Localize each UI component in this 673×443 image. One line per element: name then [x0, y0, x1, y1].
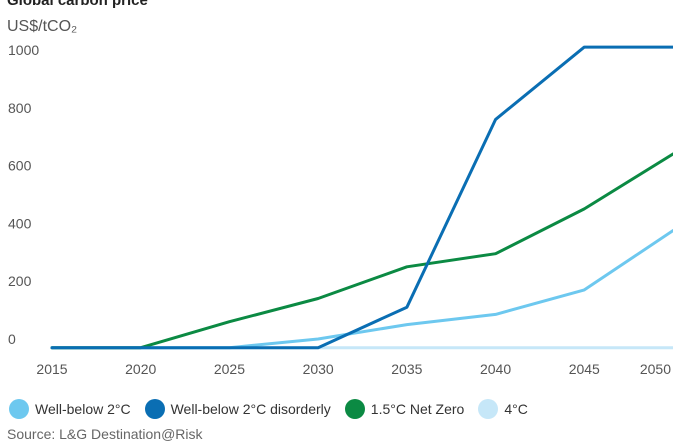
- legend-item: 1.5°C Net Zero: [344, 399, 465, 419]
- x-tick-label: 2040: [480, 361, 511, 377]
- x-tick-label: 2030: [303, 361, 334, 377]
- y-tick-label: 400: [8, 215, 32, 231]
- chart-title: Global carbon price: [7, 0, 148, 9]
- legend-item: 4°C: [478, 399, 528, 419]
- y-tick-label: 200: [8, 273, 32, 289]
- y-tick-label: 600: [8, 158, 32, 174]
- legend-item: Well-below 2°C: [9, 399, 131, 419]
- legend-item: Well-below 2°C disorderly: [144, 399, 331, 419]
- y-axis-ticks: 0 200 400 600 800 1000: [8, 42, 39, 347]
- legend-swatch: [9, 399, 29, 419]
- series-line-2: [50, 152, 673, 350]
- y-tick-label: 1000: [8, 42, 39, 58]
- legend-label: 1.5°C Net Zero: [370, 401, 465, 417]
- y-tick-label: 800: [8, 100, 32, 116]
- legend-swatch: [344, 399, 365, 419]
- x-tick-label: 2025: [214, 361, 245, 377]
- source-note: Source: L&G Destination@Risk: [7, 426, 203, 442]
- x-tick-label: 2045: [569, 361, 600, 377]
- x-tick-label: 2050: [640, 361, 671, 377]
- series-line-0: [50, 229, 673, 350]
- legend-swatch: [144, 399, 165, 419]
- y-tick-label: 0: [8, 331, 16, 347]
- legend-label: 4°C: [504, 401, 528, 417]
- legend-swatch: [478, 399, 499, 419]
- x-tick-label: 2020: [125, 361, 156, 377]
- legend-label: Well-below 2°C: [35, 401, 131, 417]
- x-tick-label: 2015: [36, 361, 67, 377]
- x-tick-label: 2035: [391, 361, 422, 377]
- y-axis-unit-label: US$/tCO₂: [7, 18, 78, 35]
- series-line-1: [50, 45, 673, 350]
- x-axis-ticks: 2015 2020 2025 2030 2035 2040 2045 2050: [36, 361, 671, 377]
- chart-legend: Well-below 2°C Well-below 2°C disorderly 1…: [9, 397, 542, 421]
- legend-label: Well-below 2°C disorderly: [170, 401, 331, 417]
- series-lines: [50, 45, 673, 350]
